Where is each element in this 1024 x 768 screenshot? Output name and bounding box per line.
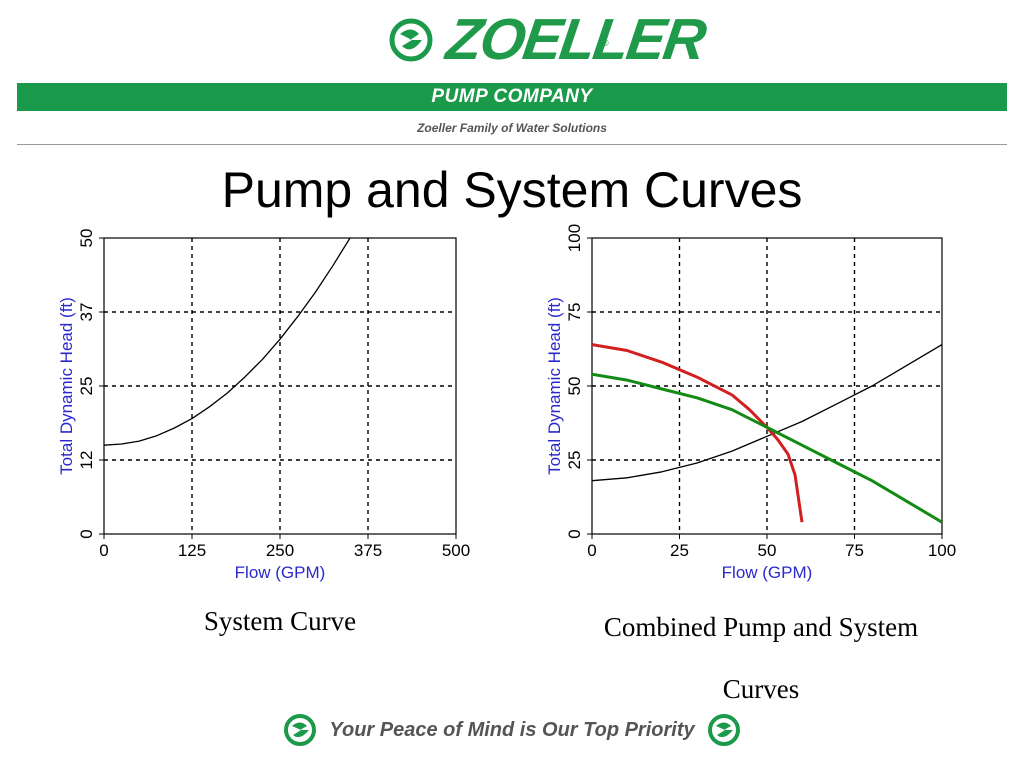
system-y-axis-label: Total Dynamic Head (ft): [57, 297, 76, 475]
system-x-tick-label: 250: [266, 541, 294, 560]
slide-title: Pump and System Curves: [221, 162, 803, 218]
combined-x-tick-label: 100: [928, 541, 956, 560]
combined-series-1: [592, 343, 804, 523]
caption-combined-line2: Curves: [722, 674, 800, 704]
system-series-0: [104, 238, 368, 446]
system-x-tick-label: 125: [178, 541, 206, 560]
combined-y-tick-label: 25: [565, 451, 584, 470]
combined-y-tick-label: 75: [565, 303, 584, 322]
system-y-tick-label: 12: [77, 451, 96, 470]
system-x-tick-label: 0: [99, 541, 108, 560]
header-band: PUMP COMPANY: [17, 83, 1007, 111]
system-x-tick-label: 375: [354, 541, 382, 560]
system-x-tick-label: 500: [442, 541, 470, 560]
combined-series-0: [592, 344, 942, 482]
logo-row: ZOELLER ®: [0, 0, 1024, 82]
header-divider: [17, 144, 1007, 145]
combined-y-axis-label: Total Dynamic Head (ft): [545, 297, 564, 475]
combined-x-tick-label: 25: [670, 541, 689, 560]
caption-combined-line1: Combined Pump and System: [603, 612, 919, 642]
brand-registered-mark: ®: [602, 38, 609, 48]
system-y-tick-label: 37: [77, 303, 96, 322]
combined-x-axis-label: Flow (GPM): [722, 563, 813, 582]
combined-y-tick-label: 0: [565, 529, 584, 538]
caption-system-curve: System Curve: [203, 606, 357, 636]
footer-tagline: Your Peace of Mind is Our Top Priority: [329, 718, 695, 741]
family-tagline: Zoeller Family of Water Solutions: [417, 121, 607, 135]
system-x-axis-label: Flow (GPM): [235, 563, 326, 582]
caption-combined-curves: Combined Pump and System Curves: [556, 596, 966, 720]
band-text: PUMP COMPANY: [431, 86, 593, 107]
system-plot: 0 125 250 375 500 0 12 25 37 50 Flow (GPM) Total Dy…: [57, 229, 470, 582]
system-y-tick-label: 0: [77, 529, 96, 538]
combined-x-tick-label: 75: [845, 541, 864, 560]
combined-plot: 0 25 50 75 100 0 25 50 75 100 Flow (GPM) Total Dyna…: [545, 224, 956, 582]
zoeller-swirl-icon: [708, 714, 741, 746]
footer: Your Peace of Mind is Our Top Priority: [0, 713, 1024, 749]
combined-x-tick-label: 50: [758, 541, 777, 560]
combined-series-2: [592, 372, 942, 524]
zoeller-logo-icon: [389, 18, 433, 62]
combined-x-tick-label: 0: [587, 541, 596, 560]
combined-y-tick-label: 50: [565, 377, 584, 396]
system-y-tick-label: 25: [77, 377, 96, 396]
zoeller-swirl-icon: [283, 714, 316, 746]
system-y-tick-label: 50: [77, 229, 96, 248]
combined-y-tick-label: 100: [565, 224, 584, 252]
